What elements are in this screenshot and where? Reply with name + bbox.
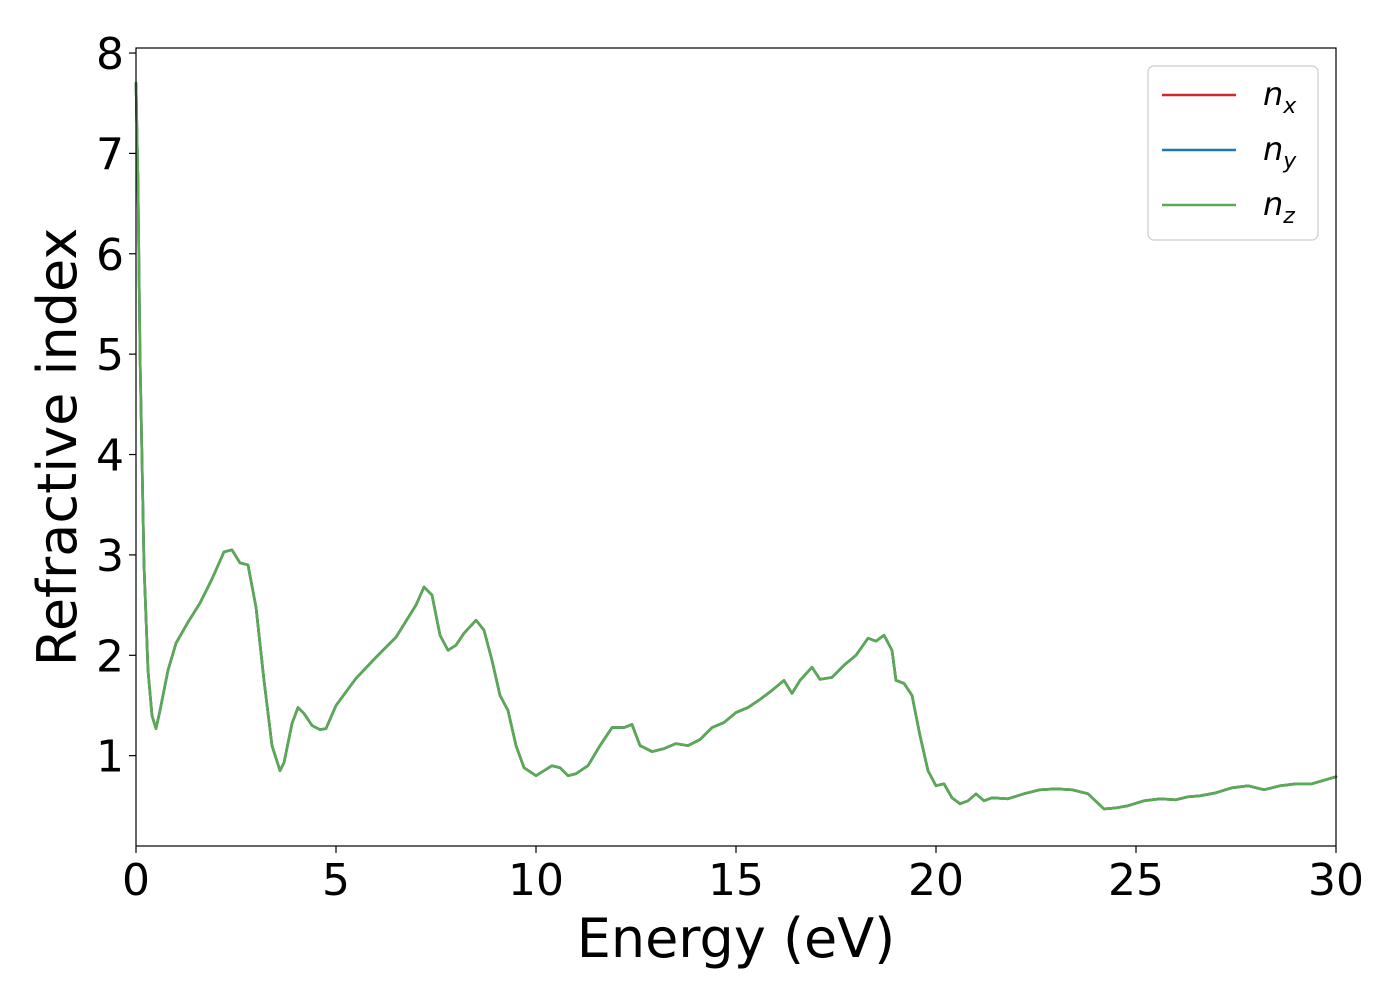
- legend: nx ny nz: [1147, 65, 1319, 241]
- x-tick-label: 20: [908, 855, 964, 906]
- y-tick-label: 2: [96, 631, 124, 682]
- legend-label-n_y: ny: [1263, 130, 1297, 174]
- legend-label-n_z: nz: [1263, 185, 1295, 229]
- y-tick-label: 5: [96, 330, 124, 381]
- series-line-n_z: [134, 81, 1338, 811]
- x-tick-label: 10: [508, 855, 564, 906]
- y-tick-label: 1: [96, 732, 124, 783]
- y-tick-label: 3: [96, 531, 124, 582]
- x-tick-label: 0: [122, 855, 150, 906]
- y-axis-label: Refractive index: [26, 228, 89, 667]
- x-tick-label: 30: [1308, 855, 1364, 906]
- legend-box: [1147, 65, 1319, 241]
- legend-label-n_x: nx: [1263, 75, 1297, 119]
- x-axis-ticks: 0 5 10 15 20 25 30: [122, 846, 1364, 906]
- series-lines: [134, 81, 1338, 811]
- y-tick-label: 6: [96, 230, 124, 281]
- x-tick-label: 25: [1108, 855, 1164, 906]
- x-axis-label: Energy (eV): [577, 907, 896, 970]
- y-tick-label: 7: [96, 129, 124, 180]
- x-tick-label: 15: [708, 855, 764, 906]
- y-axis-ticks: 1 2 3 4 5 6 7 8: [96, 29, 136, 783]
- x-tick-label: 5: [322, 855, 350, 906]
- y-tick-label: 4: [96, 431, 124, 482]
- y-tick-label: 8: [96, 29, 124, 80]
